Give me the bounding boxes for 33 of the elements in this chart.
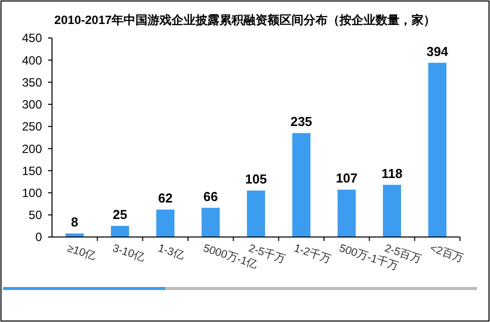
bar [246, 190, 266, 237]
bar [202, 208, 220, 237]
bar [428, 62, 446, 237]
x-tick-label: <2百万 [428, 242, 465, 265]
y-tick-label: 100 [22, 186, 42, 200]
x-tick-label: ≥10亿 [66, 242, 98, 263]
data-label: 118 [382, 166, 402, 181]
y-tick-label: 400 [22, 53, 42, 68]
chart-title: 2010-2017年中国游戏企业披露累积融资额区间分布（按企业数量，家） [54, 13, 436, 27]
x-tick-label: 1-3亿 [156, 242, 186, 262]
data-label: 105 [245, 172, 267, 187]
bar [382, 184, 402, 237]
y-tick-label: 200 [22, 142, 42, 156]
bar [110, 226, 130, 237]
y-tick-label: 0 [35, 230, 42, 244]
data-label: 394 [426, 44, 449, 59]
data-label: 62 [158, 190, 173, 206]
data-label: 8 [71, 214, 78, 230]
y-tick-label: 450 [22, 31, 42, 46]
y-tick-label: 250 [22, 120, 42, 134]
data-label: 107 [336, 170, 358, 186]
y-tick-label: 300 [22, 98, 42, 112]
bar [292, 133, 310, 237]
data-label: 25 [112, 206, 128, 222]
data-label: 66 [203, 188, 218, 204]
y-tick-label: 50 [28, 208, 42, 222]
bar [156, 210, 174, 237]
x-tick-label: 3-10亿 [111, 242, 146, 264]
bar [338, 190, 356, 237]
x-tick-label: 1-2千万 [292, 241, 332, 266]
y-tick-label: 150 [22, 164, 42, 178]
data-label: 235 [290, 114, 312, 130]
y-tick-label: 350 [22, 75, 42, 90]
